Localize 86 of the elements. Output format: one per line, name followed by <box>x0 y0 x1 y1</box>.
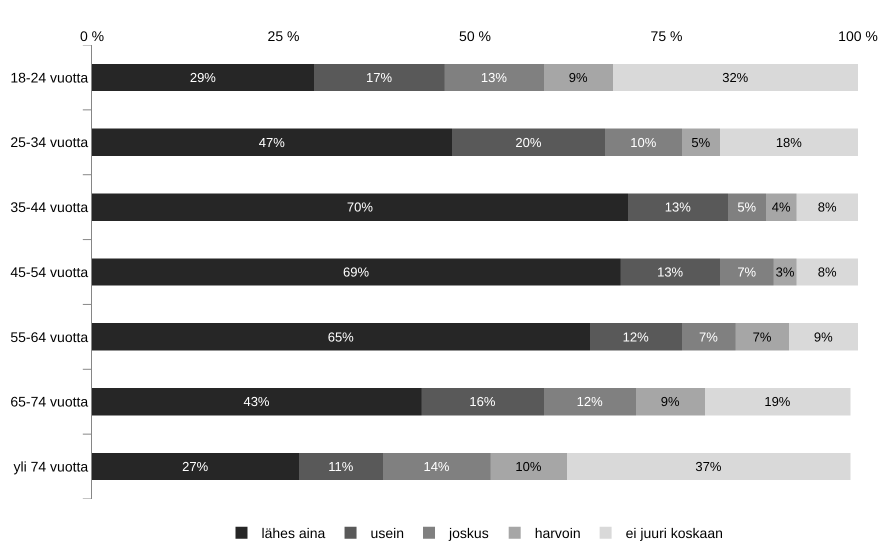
bar <box>92 258 621 286</box>
y-tick-label: yli 74 vuotta <box>13 458 88 474</box>
data-label: 29% <box>190 70 216 85</box>
x-tick-label: 75 % <box>650 28 682 44</box>
bar <box>298 452 384 480</box>
data-label: 8% <box>818 200 837 215</box>
data-label: 13% <box>664 200 692 215</box>
bar <box>704 388 850 416</box>
bar <box>544 388 636 416</box>
bar <box>735 323 790 350</box>
bar <box>92 388 422 416</box>
data-label: 10% <box>515 459 542 474</box>
y-tick-label: 55-64 vuotta <box>10 328 88 345</box>
x-tick-label: 100 % <box>838 28 878 44</box>
data-label: 9% <box>568 70 588 85</box>
bar <box>92 64 314 92</box>
legend-label: harvoin <box>534 525 581 542</box>
data-label: 14% <box>423 459 450 474</box>
bar <box>490 452 567 480</box>
data-label: 17% <box>366 70 392 85</box>
x-tick-label: 25 % <box>268 28 300 44</box>
bar <box>766 194 797 221</box>
x-tick-label: 0 % <box>80 28 104 44</box>
bar <box>383 452 490 480</box>
bar <box>682 128 720 156</box>
data-label: 43% <box>243 394 270 410</box>
bar <box>92 128 452 156</box>
bar <box>628 194 728 221</box>
legend-label: ei juuri koskaan <box>626 525 723 542</box>
data-label: 32% <box>722 70 749 85</box>
bar <box>92 452 299 480</box>
bar <box>421 388 544 416</box>
bar <box>566 452 850 480</box>
data-label: 13% <box>657 264 684 280</box>
bar <box>728 194 766 221</box>
bar <box>92 194 628 221</box>
bar <box>452 128 606 156</box>
data-label: 10% <box>630 134 657 150</box>
y-tick-label: 18-24 vuotta <box>10 69 88 86</box>
data-label: 7% <box>699 329 718 344</box>
data-label: 3% <box>776 264 795 280</box>
data-label: 4% <box>772 200 792 215</box>
data-label: 20% <box>515 134 542 150</box>
data-label: 8% <box>818 264 837 280</box>
y-tick-label: 35-44 vuotta <box>10 199 88 216</box>
bar <box>590 323 682 350</box>
data-label: 7% <box>737 264 757 280</box>
data-label: 16% <box>469 394 496 410</box>
data-label: 9% <box>814 329 834 344</box>
y-tick-label: 45-54 vuotta <box>10 264 88 280</box>
data-label: 37% <box>695 459 722 474</box>
bar <box>789 323 858 350</box>
y-tick-label: 65-74 vuotta <box>10 394 88 410</box>
y-tick-label: 25-34 vuotta <box>10 134 88 150</box>
data-label: 27% <box>182 459 209 474</box>
bar <box>636 388 705 416</box>
bar <box>796 258 858 286</box>
data-label: 9% <box>660 394 680 410</box>
bar <box>720 258 774 286</box>
data-label: 65% <box>328 329 354 344</box>
legend-label: lähes aina <box>262 525 326 542</box>
bar <box>720 128 858 156</box>
data-label: 5% <box>737 200 757 215</box>
x-tick-label: 50 % <box>459 28 491 44</box>
data-label: 70% <box>346 200 374 215</box>
data-label: 19% <box>764 394 791 410</box>
bar <box>796 194 858 221</box>
legend-label: joskus <box>448 525 489 542</box>
data-label: 5% <box>691 134 711 150</box>
bar <box>314 64 444 92</box>
bar <box>612 64 858 92</box>
legend-label: usein <box>370 525 404 542</box>
bar <box>544 64 613 92</box>
bar <box>92 323 590 350</box>
bar <box>682 323 736 350</box>
data-label: 11% <box>328 459 354 474</box>
data-label: 47% <box>258 134 286 150</box>
bar <box>605 128 682 156</box>
data-label: 69% <box>343 264 370 280</box>
data-label: 18% <box>776 134 802 150</box>
data-label: 12% <box>622 329 650 344</box>
data-label: 7% <box>752 329 772 344</box>
data-label: 12% <box>576 394 604 410</box>
data-label: 13% <box>480 70 508 85</box>
bar <box>620 258 720 286</box>
bar <box>444 64 544 92</box>
